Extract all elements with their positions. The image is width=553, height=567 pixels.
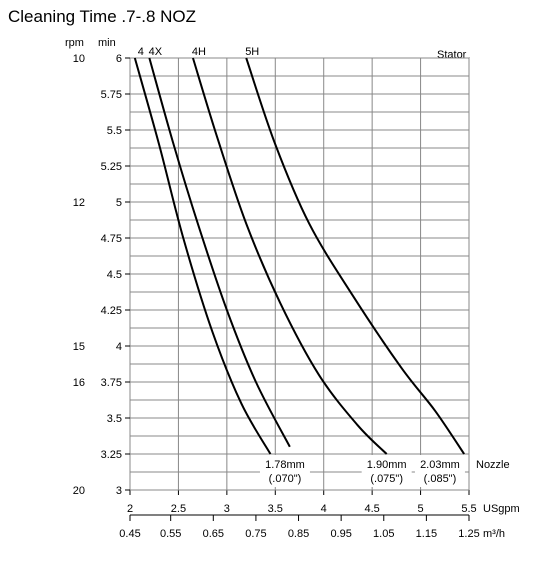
curve-5h [245, 57, 465, 455]
y-tick-label: 5.5 [107, 125, 122, 137]
stator-series-label: 4 [138, 46, 144, 58]
min-axis-label: min [98, 37, 116, 49]
x2-tick-label: 0.65 [203, 528, 224, 540]
stator-series-label: 4H [192, 46, 206, 58]
x-tick-label: 3.5 [268, 503, 283, 515]
y-tick-label: 6 [116, 53, 122, 65]
rpm-axis-label: rpm [65, 37, 84, 49]
y-tick-label: 4.5 [107, 269, 122, 281]
chart-title: Cleaning Time .7-.8 NOZ [8, 7, 196, 26]
x2-tick-label: 0.45 [119, 528, 140, 540]
nozzle-label-box [361, 455, 412, 487]
x-axis-label-m3h: m³/h [483, 528, 505, 540]
rpm-tick-label: 12 [73, 197, 85, 209]
nozzle-size-mm: 1.78mm [265, 459, 305, 471]
curve-4 [133, 57, 272, 455]
y-tick-label: 3.5 [107, 413, 122, 425]
x2-tick-label: 1.05 [373, 528, 394, 540]
x-tick-label: 4.5 [364, 503, 379, 515]
y-tick-label: 5.25 [101, 161, 122, 173]
nozzle-label-box [259, 455, 310, 487]
x2-tick-label: 1.15 [416, 528, 437, 540]
x-tick-label: 3 [224, 503, 230, 515]
curve-4h [192, 57, 388, 455]
y-tick-label: 3 [116, 485, 122, 497]
curves [133, 57, 465, 455]
y-tick-label: 3.25 [101, 449, 122, 461]
nozzle-size-mm: 1.90mm [367, 459, 407, 471]
nozzle-label-box [414, 455, 465, 487]
x2-tick-label: 0.75 [245, 528, 266, 540]
x2-tick-label: 0.85 [288, 528, 309, 540]
stator-label: Stator [437, 49, 467, 61]
x2-tick-label: 0.95 [330, 528, 351, 540]
x-tick-label: 4 [321, 503, 327, 515]
x-tick-label: 2.5 [171, 503, 186, 515]
x2-tick-label: 0.55 [160, 528, 181, 540]
x-tick-label: 5.5 [461, 503, 476, 515]
nozzle-size-mm: 2.03mm [420, 459, 460, 471]
nozzle-size-inch: (.070") [269, 473, 302, 485]
x-tick-label: 5 [418, 503, 424, 515]
y-tick-label: 3.75 [101, 377, 122, 389]
stator-series-label: 5H [245, 46, 259, 58]
stator-series-label: 4X [149, 46, 163, 58]
nozzle-label: Nozzle [476, 459, 510, 471]
grid [125, 57, 470, 521]
x-axis-label-usgpm: USgpm [483, 503, 520, 515]
y-tick-label: 4.75 [101, 233, 122, 245]
nozzle-size-inch: (.075") [370, 473, 403, 485]
rpm-tick-label: 15 [73, 341, 85, 353]
y-tick-label: 5 [116, 197, 122, 209]
labels: 2 2.5 3 3.5 4 4.5 5 5.5 3 3.25 3.5 3.75 4 4.25 4.5 4.75… [73, 46, 480, 540]
curve-4x [148, 57, 291, 448]
y-tick-label: 4.25 [101, 305, 122, 317]
rpm-tick-label: 16 [73, 377, 85, 389]
x2-tick-label: 1.25 [458, 528, 479, 540]
y-tick-label: 5.75 [101, 89, 122, 101]
nozzle-size-inch: (.085") [424, 473, 457, 485]
rpm-tick-label: 20 [73, 485, 85, 497]
rpm-tick-label: 10 [73, 53, 85, 65]
y-tick-label: 4 [116, 341, 122, 353]
x-tick-label: 2 [127, 503, 133, 515]
